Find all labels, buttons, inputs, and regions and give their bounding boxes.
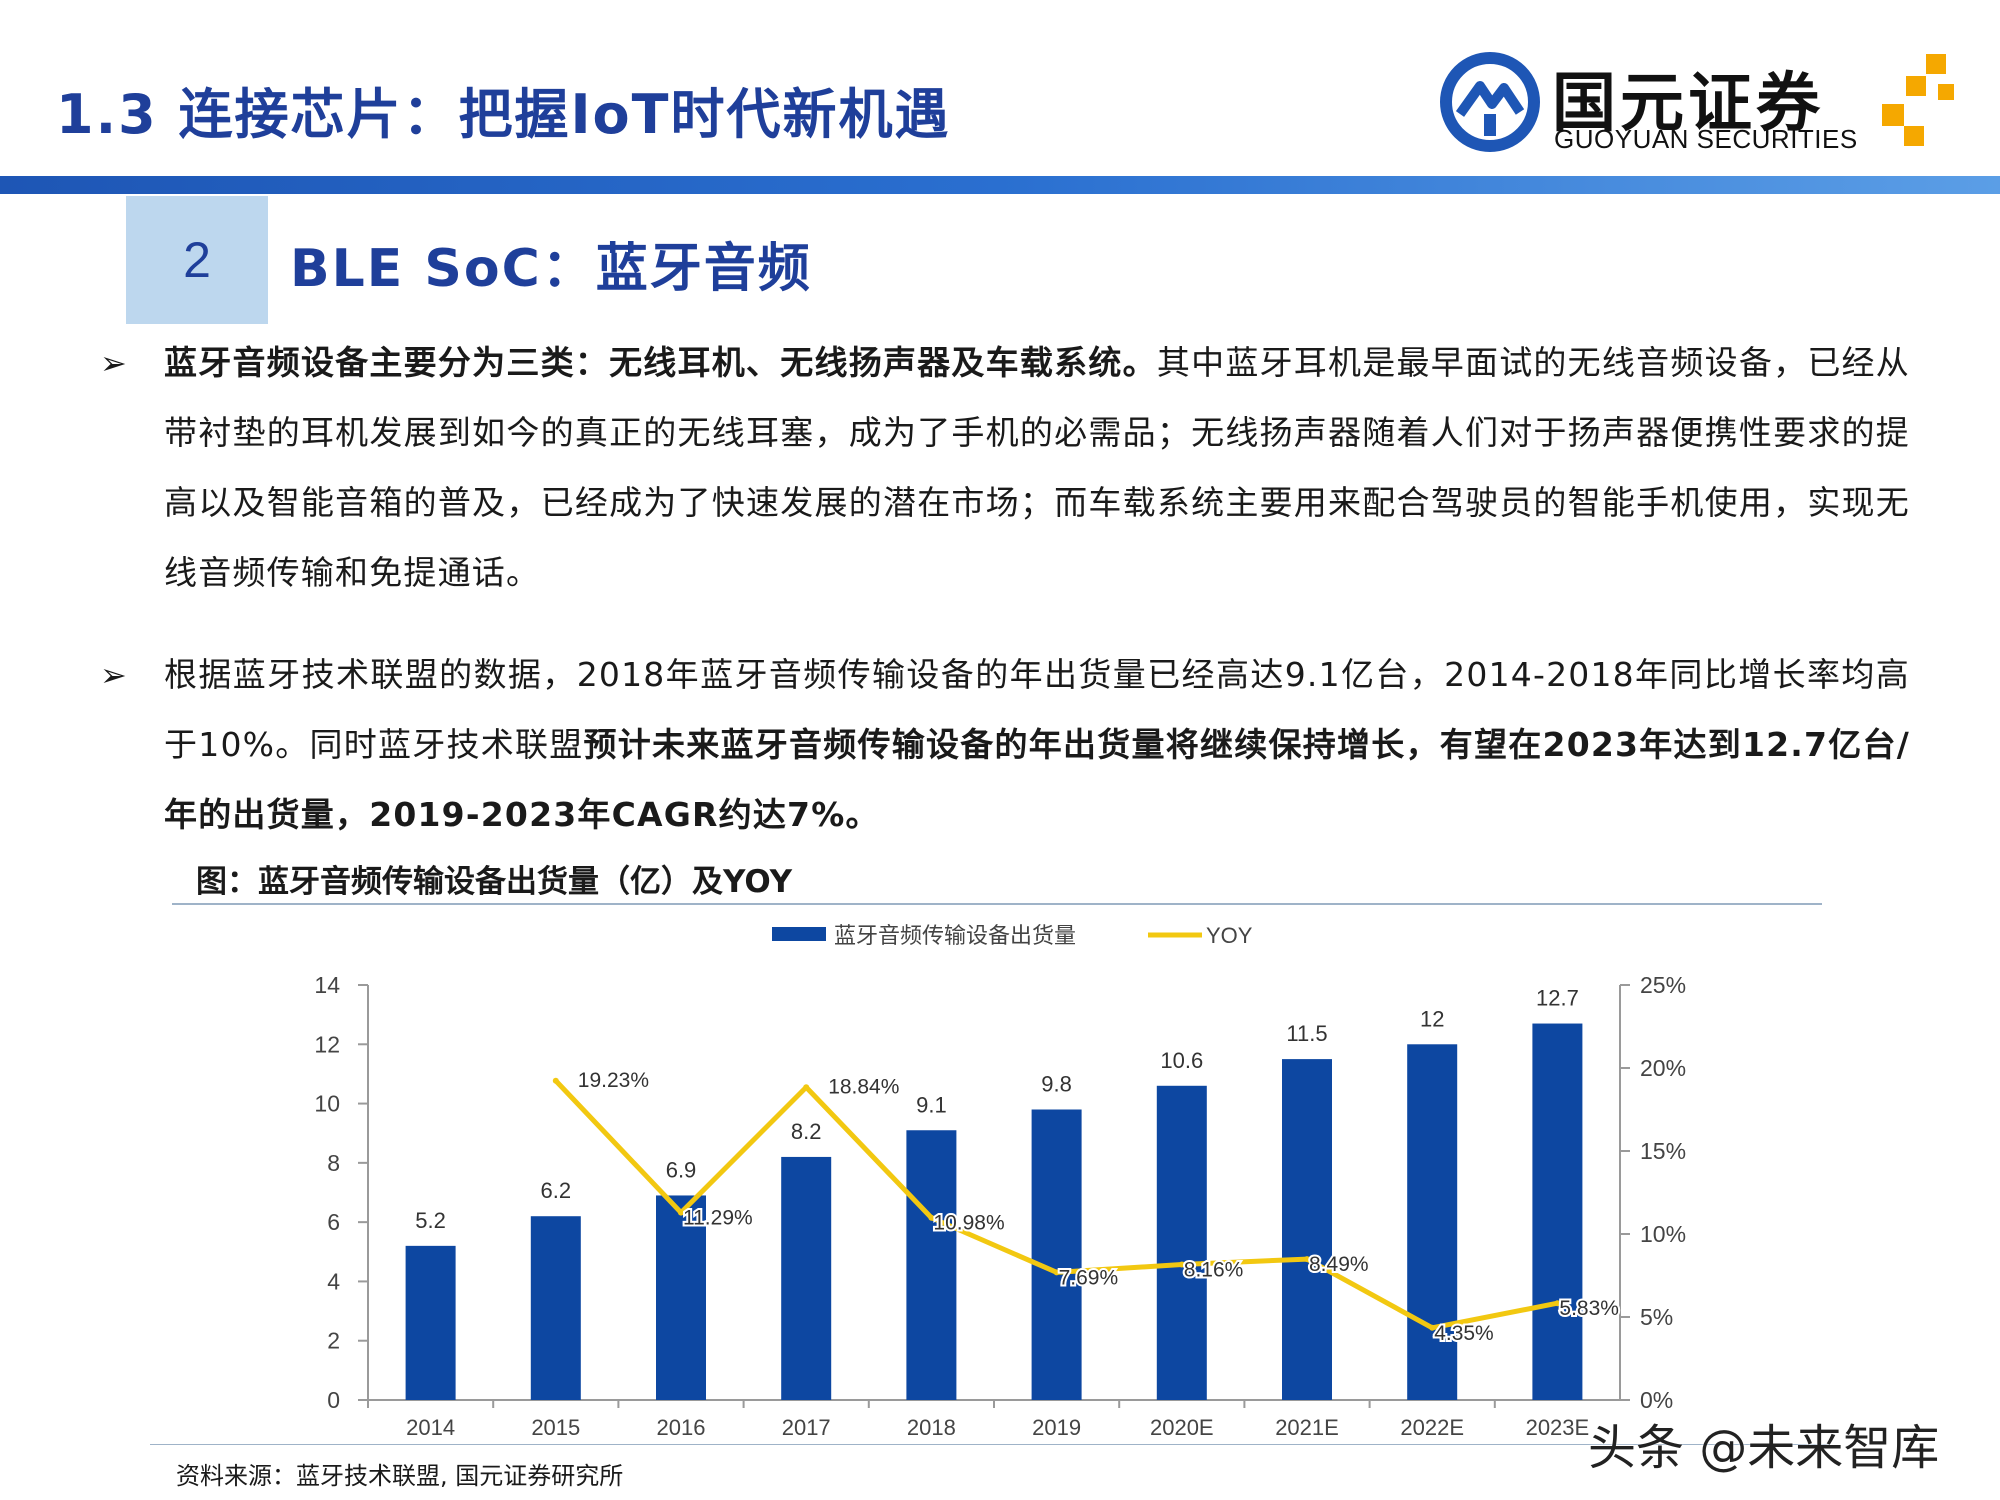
yoy-value-label: 10.98% (933, 1212, 1004, 1235)
bar-value-label: 8.2 (791, 1119, 822, 1144)
bar (1156, 1085, 1207, 1400)
source-rule (150, 1444, 1830, 1445)
x-tick-label: 2019 (1032, 1415, 1081, 1440)
paragraph-2-bold: 预计未来蓝牙音频传输设备的年出货量将继续保持增长，有望在2023年达到12.7亿… (164, 725, 1911, 834)
legend-label-line: YOY (1206, 923, 1253, 948)
bar-value-label: 6.2 (541, 1178, 572, 1203)
yoy-point (1429, 1324, 1436, 1331)
x-tick-label: 2014 (406, 1415, 455, 1440)
yoy-point (803, 1084, 810, 1091)
x-tick-label: 2020E (1150, 1415, 1214, 1440)
bar-value-label: 12.7 (1536, 986, 1579, 1011)
y-left-tick-label: 0 (327, 1387, 340, 1413)
bar (405, 1245, 456, 1400)
yoy-value-label: 18.84% (828, 1075, 899, 1098)
yoy-value-label: 7.69% (1059, 1266, 1119, 1289)
paragraph-2: ➢ 根据蓝牙技术联盟的数据，2018年蓝牙音频传输设备的年出货量已经高达9.1亿… (100, 640, 1910, 850)
bar (1282, 1059, 1332, 1400)
y-right-tick-label: 20% (1640, 1055, 1686, 1081)
y-left-tick-label: 6 (327, 1209, 340, 1235)
x-tick-label: 2022E (1400, 1415, 1464, 1440)
legend-swatch-bar (772, 927, 826, 941)
legend-label-bar: 蓝牙音频传输设备出货量 (834, 924, 1076, 949)
yoy-value-label: 5.83% (1559, 1297, 1619, 1320)
bullet-arrow-icon: ➢ (100, 344, 129, 382)
bar-value-label: 9.8 (1041, 1072, 1072, 1097)
y-left-tick-label: 12 (314, 1031, 340, 1057)
bar (1532, 1023, 1583, 1400)
yoy-point (552, 1077, 559, 1084)
yoy-value-label: 11.29% (683, 1207, 753, 1230)
yoy-point (1304, 1256, 1310, 1263)
x-tick-label: 2021E (1275, 1415, 1339, 1440)
section-number: 2 (126, 196, 268, 324)
bar-value-label: 12 (1420, 1006, 1444, 1031)
bar-value-label: 10.6 (1160, 1048, 1203, 1073)
paragraph-1-bold: 蓝牙音频设备主要分为三类：无线耳机、无线扬声器及车载系统。 (164, 343, 1157, 382)
y-right-tick-label: 5% (1640, 1304, 1673, 1330)
paragraph-1-normal: 其中蓝牙耳机是最早面试的无线音频设备，已经从带衬垫的耳机发展到如今的真正的无线耳… (164, 343, 1910, 592)
bar (781, 1156, 832, 1400)
y-left-tick-label: 14 (314, 972, 340, 998)
watermark: 头条 @未来智库 (1588, 1420, 1940, 1476)
bullet-arrow-icon: ➢ (100, 656, 129, 694)
x-tick-label: 2023E (1526, 1415, 1590, 1440)
yoy-point (1178, 1261, 1185, 1268)
y-right-tick-label: 15% (1640, 1138, 1686, 1164)
source-note: 资料来源：蓝牙技术联盟, 国元证券研究所 (176, 1462, 624, 1490)
logo-chinese-text: 国元证券 (1552, 67, 1824, 141)
bar-value-label: 6.9 (666, 1157, 697, 1182)
yoy-value-label: 19.23% (578, 1069, 649, 1092)
yoy-value-label: 8.16% (1184, 1259, 1244, 1282)
yoy-point (1053, 1269, 1060, 1276)
bar (656, 1195, 706, 1400)
y-right-tick-label: 0% (1640, 1387, 1673, 1413)
paragraph-1: ➢ 蓝牙音频设备主要分为三类：无线耳机、无线扬声器及车载系统。其中蓝牙耳机是最早… (100, 328, 1910, 608)
bar (1407, 1044, 1458, 1400)
bar-value-label: 9.1 (916, 1092, 947, 1117)
bar-value-label: 11.5 (1286, 1021, 1327, 1046)
yoy-value-label: 4.35% (1434, 1322, 1494, 1345)
bar (906, 1130, 957, 1400)
x-tick-label: 2017 (782, 1415, 831, 1440)
y-right-tick-label: 25% (1640, 972, 1686, 998)
x-tick-label: 2015 (531, 1415, 580, 1440)
bar (1031, 1109, 1082, 1400)
figure-caption: 图：蓝牙音频传输设备出货量（亿）及YOY (196, 864, 793, 900)
yoy-point (928, 1214, 935, 1221)
x-tick-label: 2018 (907, 1415, 956, 1440)
yoy-point (678, 1209, 684, 1216)
bar (530, 1216, 581, 1400)
y-left-tick-label: 10 (314, 1091, 340, 1117)
logo-squares-icon (1882, 54, 1954, 146)
figure-rule (172, 903, 1822, 905)
bar-value-label: 5.2 (415, 1208, 446, 1233)
company-logo: 国元证券 GUOYUAN SECURITIES (1440, 48, 1980, 158)
logo-emblem-icon (1440, 52, 1540, 152)
y-left-tick-label: 4 (327, 1268, 340, 1294)
logo-english-text: GUOYUAN SECURITIES (1554, 124, 1858, 154)
yoy-point (1554, 1300, 1561, 1307)
y-left-tick-label: 2 (327, 1328, 340, 1354)
y-left-tick-label: 8 (327, 1150, 340, 1176)
page-title: 1.3 连接芯片：把握IoT时代新机遇 (56, 83, 951, 146)
y-right-tick-label: 10% (1640, 1221, 1686, 1247)
header-divider-bar (0, 176, 2000, 194)
section-title: BLE SoC：蓝牙音频 (290, 239, 812, 299)
paragraph-2-normal: 根据蓝牙技术联盟的数据，2018年蓝牙音频传输设备的年出货量已经高达9.1亿台，… (164, 655, 1910, 764)
x-tick-label: 2016 (657, 1415, 706, 1440)
yoy-value-label: 8.49% (1309, 1253, 1369, 1276)
